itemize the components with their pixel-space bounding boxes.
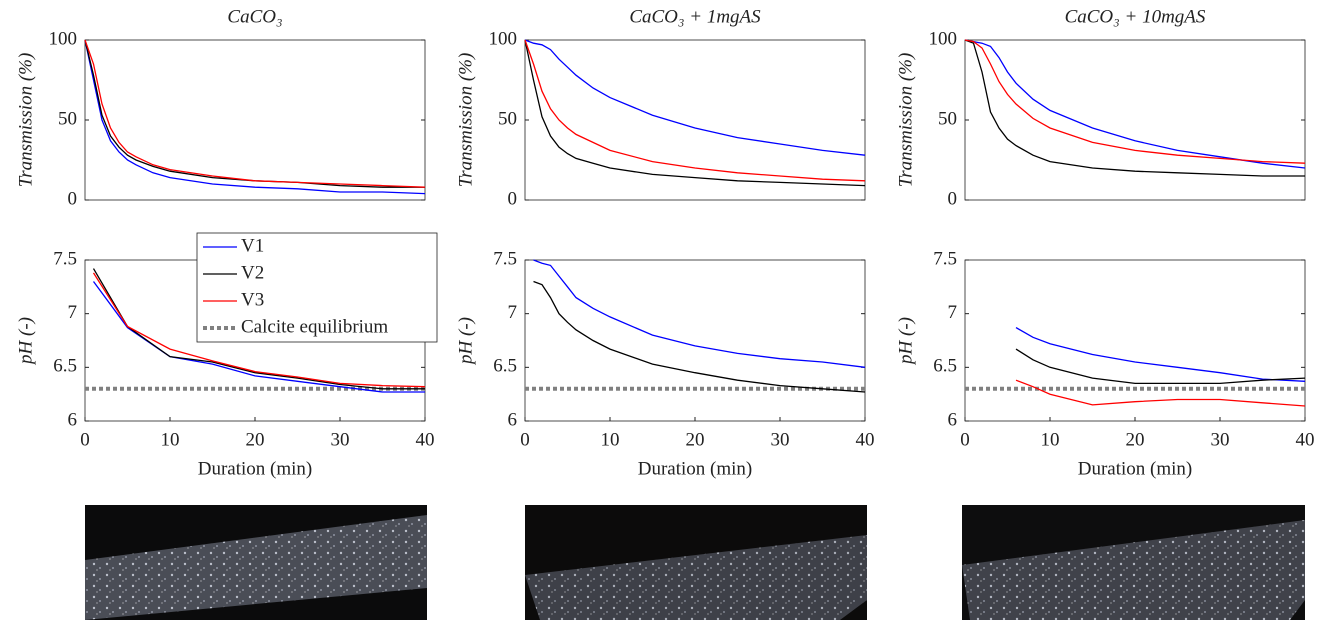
photo [525, 505, 867, 620]
x-tick-label: 40 [416, 429, 435, 450]
data-line [1015, 379, 1306, 407]
x-tick-label: 0 [960, 429, 970, 450]
data-line [92, 272, 426, 388]
legend: V1 V2 V3 Calcite equilibrium [196, 232, 438, 343]
y-axis-label: Transmission (%) [455, 53, 476, 188]
x-tick-label: 30 [331, 429, 350, 450]
y-tick-label: 100 [49, 28, 78, 49]
data-line [964, 39, 1306, 169]
x-tick-label: 20 [1126, 429, 1145, 450]
y-tick-label: 50 [58, 108, 77, 129]
y-tick-label: 100 [489, 28, 518, 49]
y-tick-label: 50 [938, 108, 957, 129]
x-tick-label: 10 [161, 429, 180, 450]
data-line [964, 39, 1305, 177]
legend-label: V1 [241, 235, 264, 256]
y-tick-label: 50 [498, 108, 517, 129]
x-tick-label: 20 [686, 429, 705, 450]
x-tick-label: 40 [1296, 429, 1315, 450]
y-tick-label: 6.5 [53, 356, 77, 377]
x-tick-label: 30 [771, 429, 790, 450]
x-tick-label: 0 [80, 429, 90, 450]
y-axis-label: Transmission (%) [895, 53, 916, 188]
plot-frame [524, 259, 866, 422]
data-line [1015, 327, 1306, 382]
x-axis-label: Duration (min) [198, 458, 313, 479]
photo [962, 505, 1305, 620]
plot-frame [84, 39, 426, 201]
y-tick-label: 7.5 [933, 248, 957, 269]
y-tick-label: 0 [948, 188, 958, 209]
y-tick-label: 7 [68, 302, 78, 323]
y-tick-label: 0 [68, 188, 78, 209]
legend-label: Calcite equilibrium [241, 316, 388, 337]
y-tick-label: 6 [508, 409, 518, 430]
y-tick-label: 7.5 [53, 248, 77, 269]
y-tick-label: 6.5 [493, 356, 517, 377]
x-tick-label: 20 [246, 429, 265, 450]
legend-box [196, 232, 438, 343]
data-line [524, 39, 866, 156]
x-tick-label: 10 [1041, 429, 1060, 450]
photo [85, 505, 427, 620]
legend-label: V2 [241, 262, 264, 283]
y-tick-label: 100 [929, 28, 958, 49]
y-tick-label: 7 [948, 302, 958, 323]
data-line [92, 268, 425, 390]
x-tick-label: 30 [1211, 429, 1230, 450]
data-line [524, 39, 866, 182]
chart-title: CaCO₃ [227, 6, 282, 27]
data-line [84, 39, 425, 188]
data-line [533, 280, 866, 393]
x-axis-label: Duration (min) [638, 458, 753, 479]
x-axis-label: Duration (min) [1078, 458, 1193, 479]
data-line [84, 39, 426, 195]
y-axis-label: pH (-) [455, 317, 476, 366]
chart-title: CaCO₃ + 10mgAS [1065, 6, 1206, 27]
y-tick-label: 6.5 [933, 356, 957, 377]
data-line [1015, 348, 1306, 385]
y-tick-label: 7 [508, 302, 518, 323]
data-line [533, 259, 866, 368]
data-line [84, 39, 426, 188]
data-line [964, 39, 1306, 164]
y-axis-label: Transmission (%) [15, 53, 36, 188]
legend-label: V3 [241, 289, 264, 310]
chart-title: CaCO₃ + 1mgAS [629, 6, 761, 27]
x-tick-label: 40 [856, 429, 875, 450]
y-tick-label: 0 [508, 188, 518, 209]
plot-frame [964, 259, 1306, 422]
y-axis-label: pH (-) [15, 317, 36, 366]
x-tick-label: 10 [601, 429, 620, 450]
y-tick-label: 6 [68, 409, 78, 430]
y-tick-label: 7.5 [493, 248, 517, 269]
y-tick-label: 6 [948, 409, 958, 430]
x-tick-label: 0 [520, 429, 530, 450]
y-axis-label: pH (-) [895, 317, 916, 366]
data-line [524, 39, 866, 187]
plot-frame [524, 39, 866, 201]
